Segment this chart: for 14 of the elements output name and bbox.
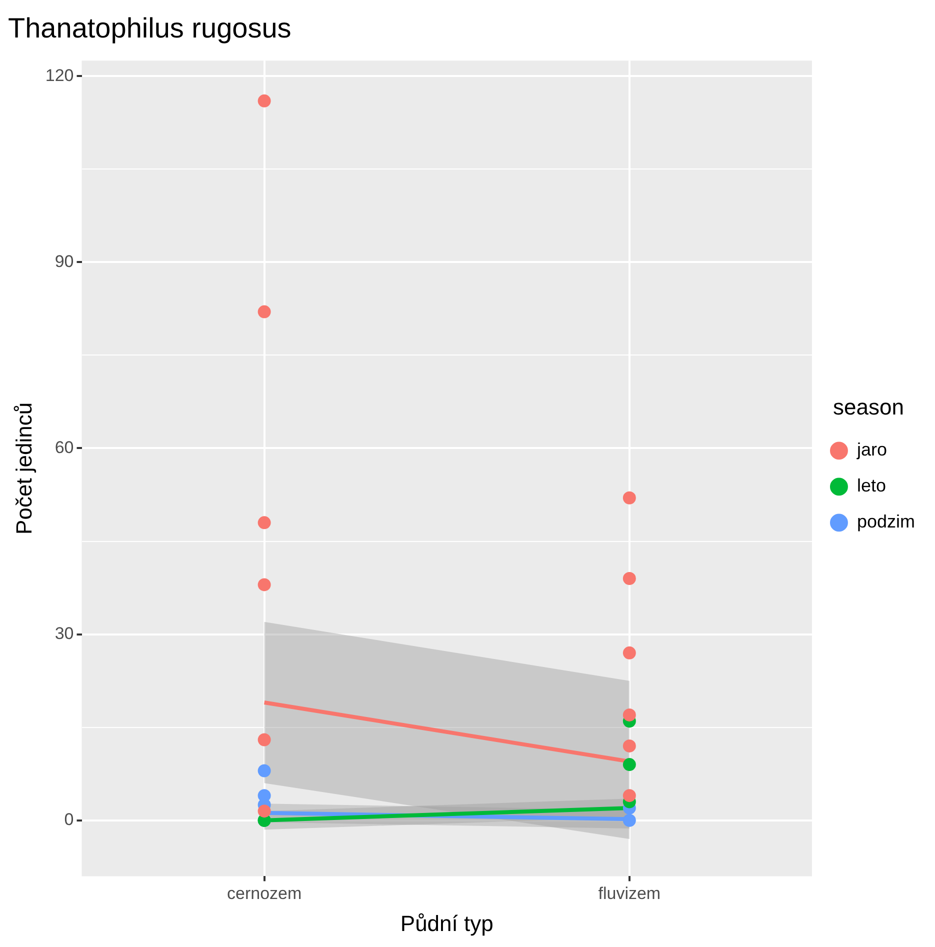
x-tick-label: cernozem — [226, 884, 302, 904]
y-axis-title: Počet jedinců — [11, 402, 36, 534]
y-tick-label: 120 — [45, 66, 74, 85]
legend-title: season — [833, 394, 904, 420]
x-axis-title: Půdní typ — [400, 910, 494, 936]
y-tick-label: 60 — [54, 438, 74, 457]
x-tick-label: fluvizem — [598, 884, 661, 904]
legend-label: podzim — [856, 512, 916, 532]
legend-label: leto — [856, 476, 886, 496]
y-tick-label: 90 — [54, 252, 74, 271]
legend-label: jaro — [856, 440, 887, 460]
chart-title: Thanatophilus rugosus — [8, 12, 292, 44]
y-tick-label: 30 — [54, 624, 74, 643]
y-tick-label: 0 — [64, 810, 74, 830]
